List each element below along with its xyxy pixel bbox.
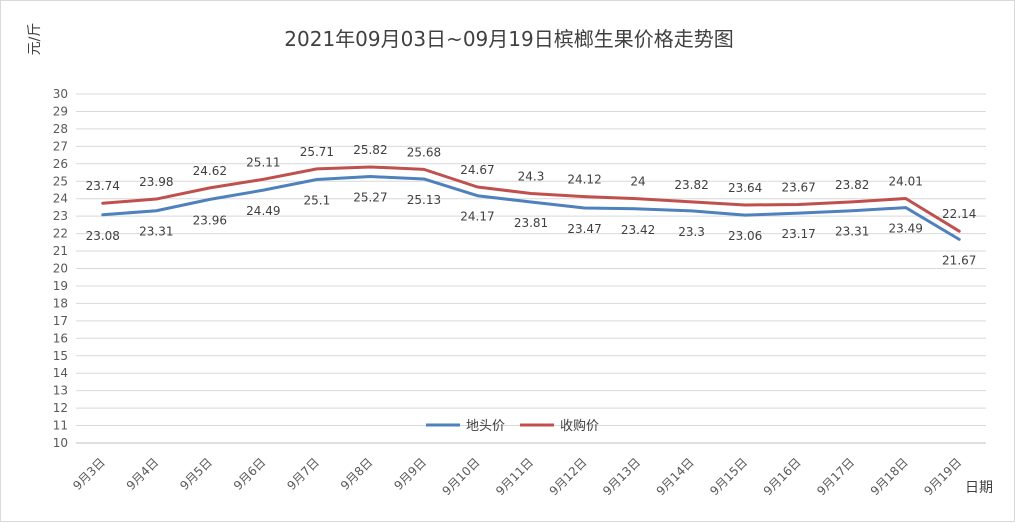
y-tick-label: 25 — [53, 174, 68, 188]
gridlines — [76, 93, 986, 444]
y-tick-label: 29 — [53, 104, 68, 118]
data-label: 21.67 — [942, 253, 976, 267]
x-tick-label: 9月3日 — [70, 455, 108, 493]
x-tick-label: 9月11日 — [493, 455, 536, 498]
data-label: 23.31 — [139, 225, 173, 239]
x-tick-label: 9月6日 — [231, 455, 269, 493]
data-label: 24.49 — [246, 204, 280, 218]
y-tick-label: 30 — [53, 87, 68, 101]
data-label: 25.27 — [353, 191, 387, 205]
y-tick-label: 26 — [53, 157, 68, 171]
y-tick-label: 22 — [53, 227, 68, 241]
data-label: 24.17 — [460, 210, 494, 224]
data-label: 23.3 — [678, 225, 705, 239]
y-tick-label: 19 — [53, 279, 68, 293]
data-label: 25.1 — [304, 194, 331, 208]
y-tick-label: 23 — [53, 209, 68, 223]
data-label: 23.08 — [86, 229, 120, 243]
data-label: 24 — [630, 175, 645, 189]
y-tick-label: 11 — [53, 419, 68, 433]
x-axis-ticks: 9月3日 9月4日 9月5日 9月6日 9月7日 9月8日 9月9日 9月10日 9月11日 9月… — [70, 455, 964, 498]
data-label: 24.3 — [518, 169, 545, 183]
y-tick-label: 24 — [53, 192, 68, 206]
y-tick-label: 16 — [53, 331, 68, 345]
data-label: 23.06 — [728, 229, 762, 243]
data-label: 23.96 — [193, 213, 227, 227]
x-tick-label: 9月17日 — [814, 455, 857, 498]
x-tick-label: 9月10日 — [440, 455, 483, 498]
legend-label: 地头价 — [466, 419, 505, 434]
y-tick-label: 20 — [53, 262, 68, 276]
data-label: 23.42 — [621, 223, 655, 237]
data-label: 22.14 — [942, 207, 976, 221]
data-label: 24.62 — [193, 164, 227, 178]
legend: 地头价 收购价 — [426, 418, 599, 434]
y-tick-label: 10 — [53, 436, 68, 450]
data-label: 23.67 — [781, 180, 815, 194]
y-tick-label: 28 — [53, 122, 68, 136]
data-label: 23.82 — [674, 178, 708, 192]
data-label: 23.31 — [835, 225, 869, 239]
data-label: 23.74 — [86, 179, 120, 193]
y-tick-label: 21 — [53, 244, 68, 258]
x-tick-label: 9月13日 — [600, 455, 643, 498]
data-label: 23.64 — [728, 181, 762, 195]
data-label: 25.71 — [300, 145, 334, 159]
data-label: 23.47 — [567, 222, 601, 236]
data-label: 25.82 — [353, 143, 387, 157]
x-tick-label: 9月15日 — [707, 455, 750, 498]
series-line-ground-price — [101, 175, 961, 241]
x-tick-label: 9月12日 — [547, 455, 590, 498]
y-axis-label: 元/斤 — [27, 23, 43, 56]
x-tick-label: 9月14日 — [654, 455, 697, 498]
y-tick-label: 13 — [53, 384, 68, 398]
data-labels: 23.08 23.31 23.96 24.49 25.1 25.27 25.13 24.17 2… — [86, 143, 977, 267]
legend-label: 收购价 — [560, 418, 599, 434]
y-axis-ticks: 10 11 12 13 14 15 16 17 18 19 20 21 22 23 24 25 26 27 28 29… — [53, 87, 68, 450]
data-label: 23.82 — [835, 178, 869, 192]
data-label: 25.13 — [407, 193, 441, 207]
series-line-purchase-price — [101, 165, 961, 233]
x-tick-label: 9月19日 — [921, 455, 964, 498]
x-axis-label: 日期 — [965, 480, 993, 496]
x-tick-label: 9月4日 — [124, 455, 162, 493]
data-label: 23.81 — [514, 216, 548, 230]
x-tick-label: 9月7日 — [284, 455, 322, 493]
y-tick-label: 18 — [53, 296, 68, 310]
data-label: 23.49 — [889, 222, 923, 236]
x-tick-label: 9月16日 — [761, 455, 804, 498]
y-tick-label: 12 — [53, 401, 68, 415]
data-label: 25.11 — [246, 155, 280, 169]
x-tick-label: 9月8日 — [338, 455, 376, 493]
data-label: 24.67 — [460, 163, 494, 177]
y-tick-label: 27 — [53, 139, 68, 153]
series-lines — [101, 165, 961, 241]
data-label: 23.17 — [781, 227, 815, 241]
y-tick-label: 15 — [53, 349, 68, 363]
chart-title: 2021年09月03日~09月19日槟榔生果价格走势图 — [284, 27, 733, 51]
x-tick-label: 9月9日 — [391, 455, 429, 493]
x-tick-label: 9月18日 — [868, 455, 911, 498]
data-label: 23.98 — [139, 175, 173, 189]
y-tick-label: 17 — [53, 314, 68, 328]
data-label: 24.01 — [889, 175, 923, 189]
data-label: 24.12 — [567, 173, 601, 187]
data-label: 25.68 — [407, 145, 441, 159]
y-tick-label: 14 — [53, 366, 68, 380]
x-tick-label: 9月5日 — [177, 455, 215, 493]
